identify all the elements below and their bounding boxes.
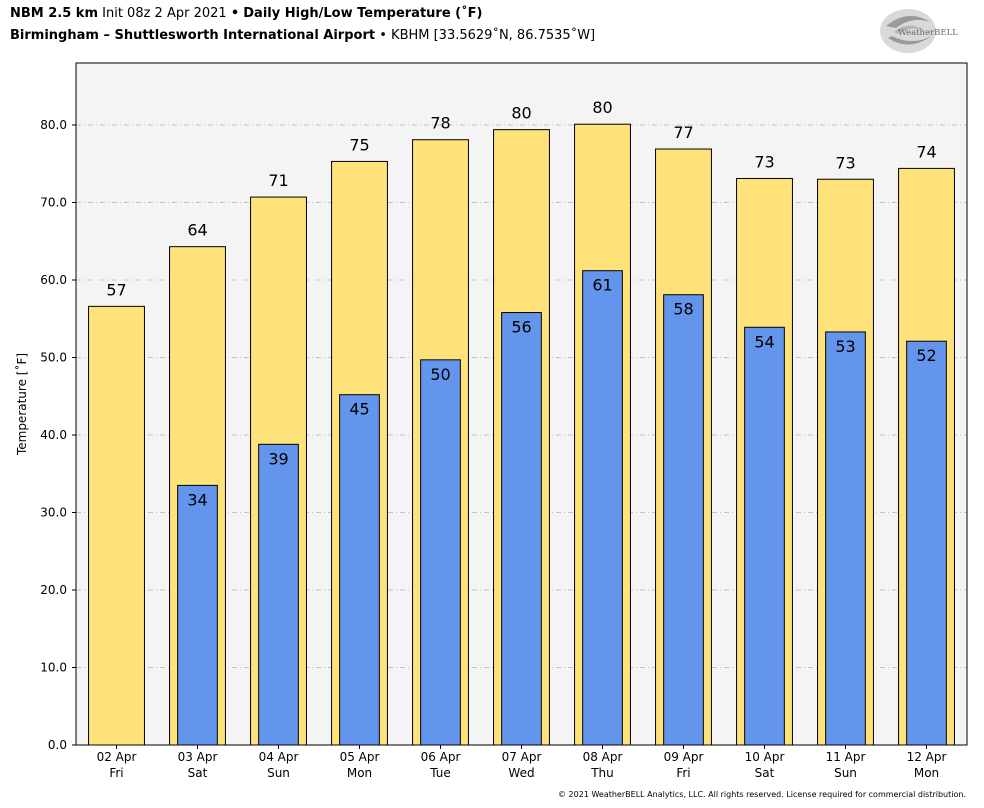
low-temp-bar [825,331,866,746]
y-tick-label: 30.0 [40,506,67,520]
y-tick-label: 10.0 [40,661,67,675]
high-temp-bar [88,305,145,746]
low-temp-bar [258,443,299,746]
high-temp-label: 57 [106,280,126,299]
y-tick-label: 20.0 [40,583,67,597]
high-temp-label: 64 [187,221,207,240]
x-tick-label-day: Fri [676,766,690,780]
low-temp-bar [339,394,380,746]
y-tick-label: 40.0 [40,428,67,442]
low-temp-bar [582,270,623,746]
low-temp-label: 61 [592,276,612,295]
chart-title: NBM 2.5 km Init 08z 2 Apr 2021 • Daily H… [10,6,482,21]
high-temp-label: 80 [511,104,531,123]
low-temp-label: 54 [754,332,774,351]
low-temp-bar [501,312,542,746]
low-temp-bar [906,340,947,746]
station-name: Birmingham – Shuttlesworth International… [10,28,376,43]
y-tick-label: 80.0 [40,118,67,132]
high-temp-label: 77 [673,123,693,142]
bullet-separator: • [379,28,387,43]
x-tick-label-day: Mon [914,766,939,780]
bars [88,123,955,746]
high-temp-label: 75 [349,135,369,154]
plot-border [75,62,968,746]
low-temp-label: 34 [187,490,207,509]
low-temp-bar [177,484,218,746]
low-temp-label: 58 [673,300,693,319]
low-temp-label: 53 [835,337,855,356]
axes: 0.0 10.0 20.0 30.0 40.0 50.0 60.0 70.0 80.0 02 Ap… [40,62,968,780]
x-tick-label-date: 05 Apr [340,750,380,764]
x-tick-label-date: 06 Apr [421,750,461,764]
station-info: KBHM [33.5629˚N, 86.7535˚W] [391,28,596,43]
swirl-icon [880,9,936,53]
product-name: Daily High/Low Temperature (˚F) [243,6,483,21]
chart-subtitle: Birmingham – Shuttlesworth International… [10,28,595,43]
y-tick-label: 60.0 [40,273,67,287]
x-tick-label-day: Tue [429,766,451,780]
x-tick-label-day: Sun [267,766,290,780]
low-temp-label: 56 [511,318,531,337]
high-temp-label: 71 [268,171,288,190]
x-tick-label-date: 09 Apr [664,750,704,764]
x-tick-label-date: 03 Apr [178,750,218,764]
x-tick-label-day: Thu [590,766,614,780]
copyright-notice: © 2021 WeatherBELL Analytics, LLC. All r… [558,790,966,799]
x-tick-label-day: Sun [834,766,857,780]
low-temp-label: 50 [430,365,450,384]
y-tick-label: 70.0 [40,196,67,210]
low-temp-bar [744,326,785,746]
x-tick-label-day: Fri [109,766,123,780]
x-tick-label-date: 02 Apr [97,750,137,764]
bar-labels: 57 64 34 71 39 75 45 78 50 80 56 80 61 77 58 73 54 73 53 74… [106,98,936,509]
x-tick-label-day: Sat [755,766,775,780]
high-temp-label: 74 [916,142,936,161]
weatherbell-logo: WeatherBELL [880,9,958,53]
high-temp-label: 80 [592,98,612,117]
low-temp-label: 45 [349,400,369,419]
y-tick-label: 0.0 [48,738,67,752]
x-tick-label-day: Wed [508,766,534,780]
x-tick-label-date: 08 Apr [583,750,623,764]
low-temp-bar [420,359,461,746]
x-tick-label-date: 11 Apr [826,750,866,764]
high-temp-label: 73 [754,152,774,171]
high-temp-label: 78 [430,114,450,133]
bullet-separator: • [230,6,240,21]
x-tick-label-day: Sat [188,766,208,780]
x-tick-label-day: Mon [347,766,372,780]
low-temp-label: 52 [916,346,936,365]
x-tick-label-date: 04 Apr [259,750,299,764]
x-tick-label-date: 12 Apr [907,750,947,764]
high-temp-label: 73 [835,153,855,172]
init-time: Init 08z 2 Apr 2021 [102,6,227,21]
logo-text: WeatherBELL [898,28,958,38]
x-tick-label-date: 10 Apr [745,750,785,764]
low-temp-label: 39 [268,449,288,468]
x-tick-label-date: 07 Apr [502,750,542,764]
model-name: NBM 2.5 km [10,6,98,21]
low-temp-bar [663,294,704,746]
y-axis-label: Temperature [˚F] [14,353,29,456]
y-tick-label: 50.0 [40,351,67,365]
